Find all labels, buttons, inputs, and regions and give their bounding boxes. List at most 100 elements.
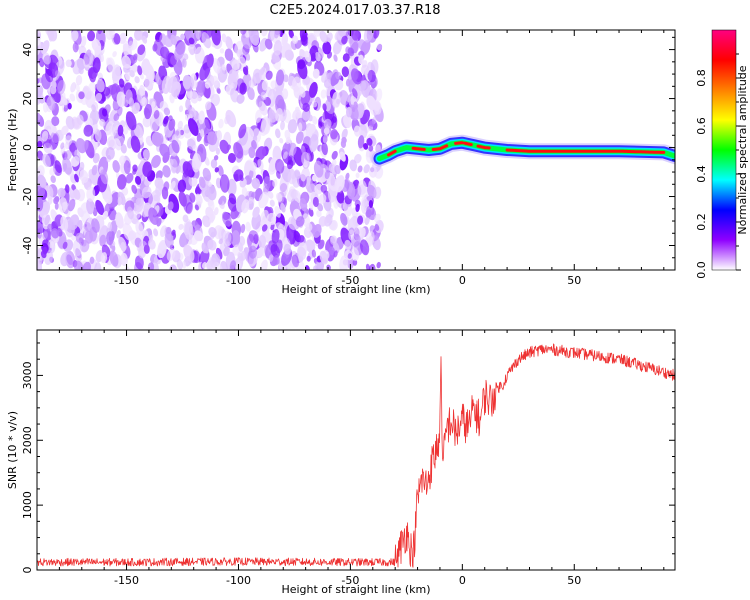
- noise-speckle: [288, 75, 297, 90]
- noise-speckle: [108, 125, 116, 137]
- noise-speckle: [198, 176, 206, 189]
- spectrogram-axes: -150 -100 -50 0 50 -40 -20 0 20 40: [21, 30, 675, 287]
- noise-speckle: [177, 120, 183, 130]
- noise-speckle: [221, 64, 226, 71]
- noise-speckle: [167, 201, 174, 211]
- noise-speckle: [61, 125, 69, 136]
- noise-speckle: [236, 93, 245, 104]
- noise-speckle: [65, 184, 70, 194]
- noise-speckle: [346, 106, 352, 118]
- noise-speckle: [60, 142, 65, 150]
- noise-speckle: [283, 74, 289, 83]
- snr-x-tick-label: -50: [341, 574, 359, 587]
- noise-speckle: [37, 253, 43, 269]
- noise-speckle: [340, 212, 348, 226]
- spectrogram-y-axis-label: Frequency (Hz): [6, 109, 19, 192]
- noise-speckle: [57, 187, 66, 198]
- noise-speckle: [313, 30, 321, 37]
- noise-speckle: [357, 165, 363, 173]
- noise-speckle: [195, 30, 202, 40]
- noise-speckle: [255, 109, 262, 123]
- noise-speckle: [282, 141, 291, 155]
- noise-speckle: [353, 153, 362, 164]
- noise-speckle: [312, 68, 320, 79]
- noise-speckle: [322, 133, 328, 144]
- noise-speckle: [182, 58, 187, 68]
- noise-speckle: [113, 33, 121, 45]
- noise-speckle: [240, 30, 247, 35]
- noise-speckle: [308, 81, 318, 98]
- noise-speckle: [307, 123, 316, 134]
- noise-speckle: [275, 128, 281, 139]
- noise-speckle: [363, 143, 369, 150]
- noise-speckle: [328, 246, 335, 256]
- noise-speckle: [189, 108, 197, 118]
- noise-speckle: [306, 255, 311, 262]
- noise-speckle: [201, 32, 212, 49]
- noise-speckle: [67, 102, 72, 110]
- noise-speckle: [68, 214, 80, 231]
- noise-speckle: [166, 248, 176, 262]
- noise-speckle: [133, 30, 143, 41]
- noise-speckle: [341, 35, 348, 45]
- noise-speckle: [299, 197, 308, 212]
- noise-speckle: [131, 184, 138, 194]
- noise-speckle: [50, 228, 60, 239]
- noise-speckle: [142, 161, 152, 177]
- noise-speckle: [281, 88, 289, 100]
- noise-speckle: [335, 71, 342, 80]
- noise-speckle: [202, 167, 212, 182]
- noise-speckle: [229, 260, 237, 270]
- noise-speckle: [207, 181, 212, 187]
- noise-speckle: [373, 30, 380, 39]
- noise-speckle: [74, 260, 84, 270]
- spectrogram-y-tick-label: 40: [21, 43, 34, 57]
- noise-speckle: [344, 239, 352, 251]
- noise-speckle: [156, 218, 162, 227]
- colorbar-tick-label: 0.6: [695, 117, 708, 135]
- snr-x-tick-label: -150: [114, 574, 139, 587]
- noise-speckle: [333, 200, 339, 209]
- noise-speckle: [116, 91, 126, 108]
- noise-speckle: [195, 193, 203, 205]
- noise-speckle: [273, 40, 283, 56]
- noise-speckle: [287, 188, 297, 202]
- noise-speckle: [318, 216, 327, 227]
- noise-speckle: [157, 239, 167, 259]
- noise-speckle: [82, 139, 89, 152]
- noise-speckle: [69, 93, 76, 102]
- noise-speckle: [62, 241, 68, 250]
- noise-speckle: [100, 169, 109, 185]
- noise-speckle: [171, 229, 176, 236]
- noise-speckle: [374, 224, 380, 231]
- noise-speckle: [51, 116, 60, 127]
- noise-speckle: [301, 151, 310, 166]
- spectrogram-y-tick-label: -20: [21, 188, 34, 206]
- noise-speckle: [105, 147, 115, 160]
- noise-speckle: [268, 254, 274, 262]
- colorbar: 0.0 0.2 0.4 0.6 0.8 Normalized spectral ampl…: [695, 29, 749, 279]
- noise-speckle: [248, 190, 254, 199]
- noise-speckle: [162, 165, 171, 178]
- noise-speckle: [309, 134, 319, 153]
- snr-line: [37, 343, 675, 568]
- noise-speckle: [363, 30, 374, 43]
- noise-speckle: [233, 142, 244, 159]
- noise-speckle: [194, 46, 205, 64]
- noise-speckle: [139, 84, 146, 97]
- noise-speckle: [279, 137, 284, 144]
- noise-speckle: [228, 69, 239, 83]
- noise-speckle: [210, 93, 221, 107]
- noise-speckle: [267, 191, 274, 199]
- signal-ridge: [371, 134, 675, 167]
- noise-speckle: [201, 242, 208, 254]
- noise-speckle: [349, 159, 358, 172]
- noise-speckle: [126, 206, 134, 220]
- noise-speckle: [174, 129, 182, 139]
- noise-speckle: [336, 189, 345, 204]
- noise-speckle: [204, 82, 211, 89]
- noise-speckle: [80, 240, 90, 253]
- noise-speckle: [50, 131, 60, 144]
- noise-speckle: [328, 163, 336, 173]
